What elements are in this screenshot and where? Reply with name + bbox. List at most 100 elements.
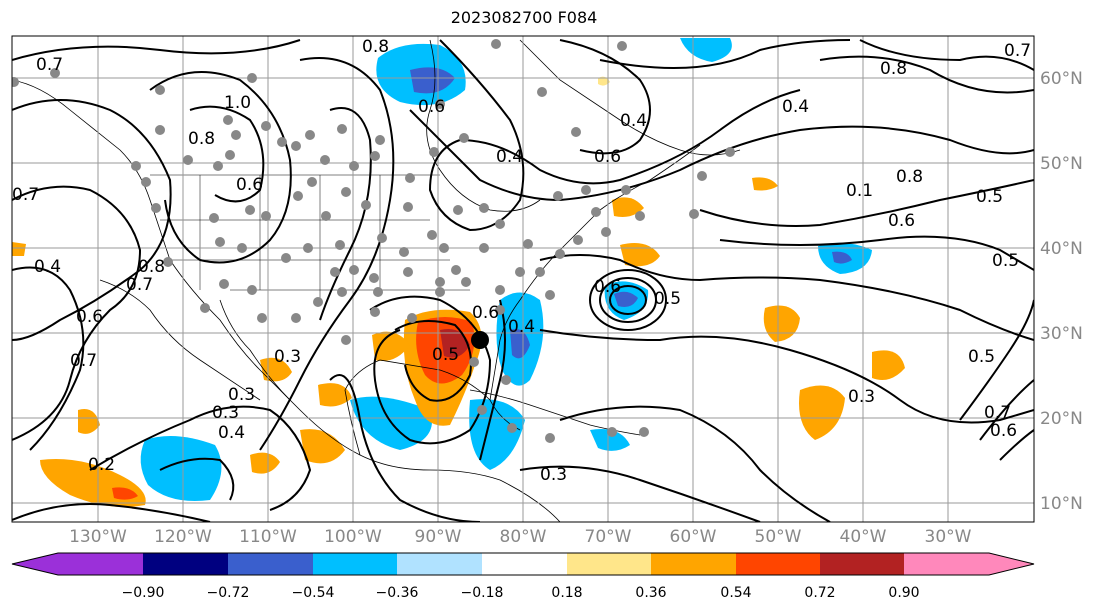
shade-orange-atl xyxy=(620,243,660,267)
contour-label: 0.2 xyxy=(88,455,115,475)
contour-label: 0.4 xyxy=(508,317,535,337)
colorbar-tick: 0.36 xyxy=(635,585,666,601)
shade-orange-w xyxy=(12,242,26,256)
shade-darkblue-hudson xyxy=(410,67,455,94)
lat-label: 20°N xyxy=(1040,409,1083,429)
colorbar-bin-extend-low xyxy=(12,553,58,575)
contour-label: 0.6 xyxy=(990,421,1017,441)
lon-label: 40°W xyxy=(840,527,887,547)
contour-label: 0.3 xyxy=(540,465,567,485)
colorbar-bin xyxy=(228,553,313,575)
contour-label: 0.7 xyxy=(12,185,39,205)
shade-darkblue-gulf-east xyxy=(510,329,530,359)
border-layer xyxy=(150,174,470,300)
contour-label: 0.8 xyxy=(880,59,907,79)
contour-label: 0.8 xyxy=(896,167,923,187)
graticule xyxy=(12,36,1034,522)
colorbar-tick: −0.90 xyxy=(122,585,165,601)
colorbar-bin xyxy=(736,553,820,575)
contour-label: 0.5 xyxy=(992,251,1019,271)
shade-blue-caribbean xyxy=(469,399,525,470)
lat-label: 60°N xyxy=(1040,69,1083,89)
contour-label-layer: 0.7 0.8 0.6 1.0 0.8 0.6 0.4 0.6 0.4 0.4 … xyxy=(12,37,1031,485)
shade-orange-ne2 xyxy=(752,177,778,191)
colorbar-bin xyxy=(567,553,651,575)
colorbar-bin xyxy=(904,553,989,575)
colorbar-tick: −0.18 xyxy=(461,585,504,601)
contour-label: 1.0 xyxy=(224,93,251,113)
shade-orange-mex2 xyxy=(250,452,280,474)
contour-label: 0.4 xyxy=(218,423,245,443)
contour-label: 0.8 xyxy=(138,257,165,277)
colorbar-tick: 0.18 xyxy=(551,585,582,601)
shade-orange-atl3 xyxy=(799,385,845,440)
lat-label: 40°N xyxy=(1040,239,1083,259)
contour-label: 0.7 xyxy=(1004,41,1031,61)
contour-label: 0.3 xyxy=(274,347,301,367)
lon-label: 50°W xyxy=(755,527,802,547)
colorbar-bin xyxy=(313,553,397,575)
contour-label: 0.6 xyxy=(236,175,263,195)
lon-label: 30°W xyxy=(925,527,972,547)
shade-orange-ne xyxy=(612,197,644,217)
shade-blue-central xyxy=(590,429,630,451)
marker-layer xyxy=(12,39,735,443)
contour-label: 0.6 xyxy=(888,211,915,231)
colorbar-bin xyxy=(482,553,567,575)
shade-blue-mexico xyxy=(140,436,222,501)
shade-darkred-storm xyxy=(440,329,470,358)
contour-label: 0.7 xyxy=(36,55,63,75)
shade-orange-pac2 xyxy=(78,409,100,434)
contour-label: 0.3 xyxy=(848,387,875,407)
lon-label: 110°W xyxy=(239,527,297,547)
contour-label: 0.6 xyxy=(76,307,103,327)
lat-label: 30°N xyxy=(1040,324,1083,344)
contour-label: 0.4 xyxy=(782,97,809,117)
contour-label: 0.5 xyxy=(968,347,995,367)
contour-layer xyxy=(12,39,1034,522)
colorbar: −0.90 −0.72 −0.54 −0.36 −0.18 0.18 0.36 … xyxy=(11,552,1035,601)
contour-label: 0.4 xyxy=(496,147,523,167)
map-frame xyxy=(11,35,1035,523)
contour-label: 0.7 xyxy=(70,351,97,371)
contour-label: 0.7 xyxy=(984,403,1011,423)
lon-label: 60°W xyxy=(670,527,717,547)
contour-label: 0.5 xyxy=(976,187,1003,207)
colorbar-tick: −0.72 xyxy=(207,585,250,601)
colorbar-bin xyxy=(143,553,228,575)
colorbar-outline xyxy=(11,552,1035,576)
coastline-layer xyxy=(12,39,741,522)
contour-label: 0.5 xyxy=(432,345,459,365)
colorbar-tick: −0.54 xyxy=(292,585,335,601)
contour-label: 0.5 xyxy=(654,289,681,309)
contour-label: 0.1 xyxy=(846,181,873,201)
colorbar-tick: 0.90 xyxy=(888,585,919,601)
lat-label: 10°N xyxy=(1040,494,1083,514)
contour-label: 0.6 xyxy=(472,303,499,323)
storm-center-marker xyxy=(471,331,489,349)
shade-darkblue-atl-ring xyxy=(614,291,638,307)
contour-label: 0.8 xyxy=(362,37,389,57)
colorbar-bin xyxy=(397,553,482,575)
contour-label: 0.4 xyxy=(34,257,61,277)
shade-orange-mex xyxy=(300,429,345,464)
lon-label: 130°W xyxy=(69,527,127,547)
shade-red-pac xyxy=(112,487,138,500)
lon-label: 80°W xyxy=(500,527,547,547)
colorbar-tick: −0.36 xyxy=(376,585,419,601)
shade-yellow-ne xyxy=(598,76,610,86)
shade-orange-gulf-sw xyxy=(372,331,410,361)
colorbar-bin xyxy=(651,553,736,575)
contour-label: 0.8 xyxy=(188,129,215,149)
contour-label: 0.6 xyxy=(594,147,621,167)
contour-label: 0.7 xyxy=(126,275,153,295)
lon-label: 100°W xyxy=(324,527,382,547)
shade-orange-atl4 xyxy=(872,350,905,381)
lon-label: 90°W xyxy=(415,527,462,547)
lon-label: 120°W xyxy=(154,527,212,547)
map-title: 2023082700 F084 xyxy=(450,8,598,27)
contour-label: 0.3 xyxy=(212,403,239,423)
shade-orange-coast xyxy=(318,383,352,407)
contour-label: 0.6 xyxy=(594,277,621,297)
colorbar-tick: 0.54 xyxy=(720,585,751,601)
